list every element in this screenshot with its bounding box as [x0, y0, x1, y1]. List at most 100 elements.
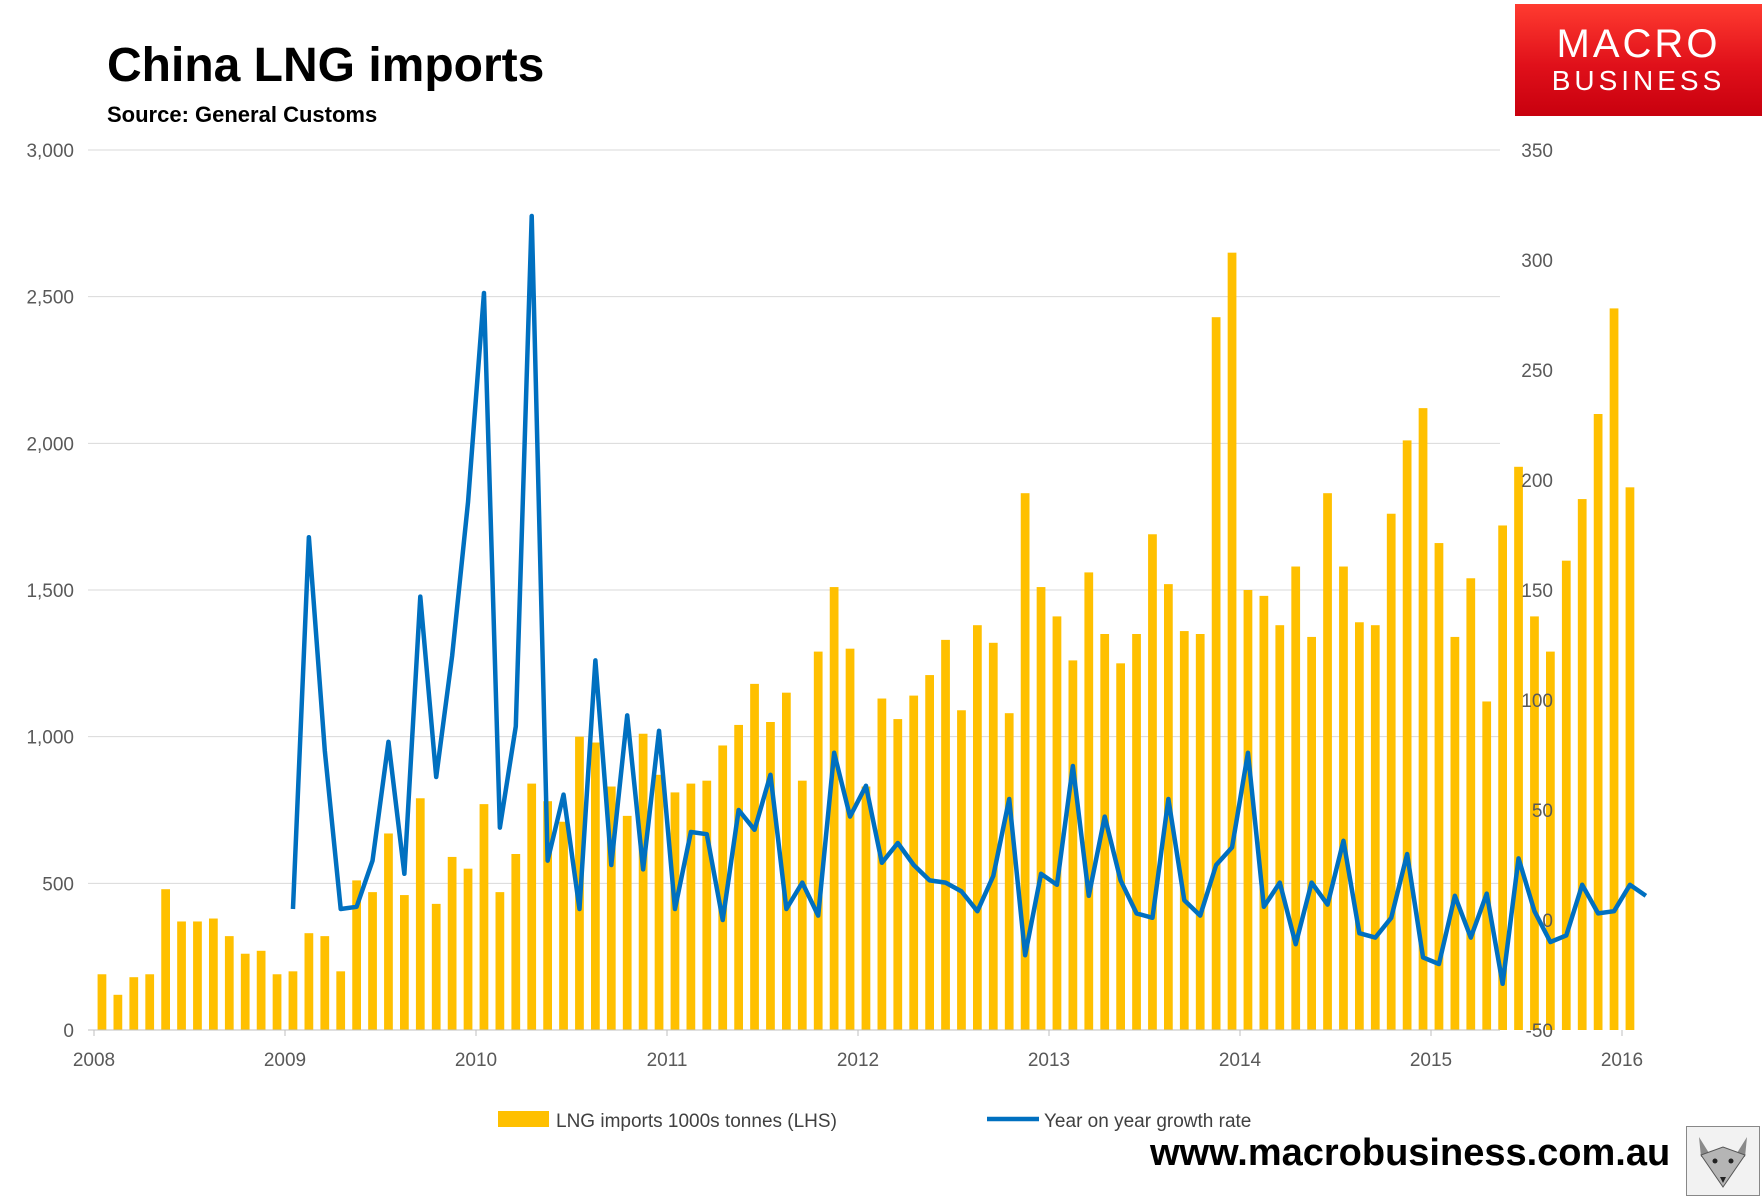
y-right-tick-label: 200	[1521, 471, 1553, 492]
y-right-tick-label: 0	[1542, 911, 1553, 932]
bar	[1355, 622, 1364, 1030]
bar	[1052, 616, 1062, 1030]
bar	[431, 903, 441, 1030]
y-right-tick-label: -50	[1526, 1021, 1553, 1042]
y-left-tick-label: 3,000	[26, 141, 74, 162]
bar	[1450, 636, 1460, 1030]
bar	[145, 974, 155, 1030]
bar	[893, 719, 903, 1030]
bar	[1546, 651, 1555, 1030]
bar	[1339, 566, 1348, 1030]
legend-label-bars: LNG imports 1000s tonnes (LHS)	[556, 1111, 837, 1132]
bar	[782, 692, 791, 1030]
bar	[1084, 572, 1094, 1030]
bar	[352, 880, 361, 1030]
axes: 0 500 1,000 1,500 2,000 2,500 3,000 -50 0 50 100 15…	[26, 141, 1643, 1071]
bar	[1227, 252, 1237, 1031]
x-tick-label: 2010	[455, 1050, 497, 1071]
bar	[113, 994, 123, 1030]
growth-line	[290, 213, 1648, 987]
bar	[304, 933, 314, 1030]
bar	[1609, 308, 1619, 1030]
bar	[368, 892, 377, 1030]
bar	[925, 675, 934, 1030]
bar	[1434, 543, 1444, 1030]
x-tick-label: 2012	[837, 1050, 879, 1071]
bar	[177, 921, 186, 1030]
line-series	[290, 213, 1648, 987]
y-left-tick-label: 2,500	[26, 288, 74, 309]
bar	[1195, 634, 1205, 1030]
bar	[1323, 493, 1332, 1030]
bar	[1211, 317, 1221, 1030]
bar-series	[97, 252, 1635, 1031]
bar	[1004, 713, 1014, 1030]
website-url[interactable]: www.macrobusiness.com.au	[1150, 1132, 1671, 1174]
bar	[1514, 466, 1523, 1030]
x-tick-label: 2009	[264, 1050, 306, 1071]
bar	[256, 950, 266, 1030]
bar	[591, 742, 600, 1030]
macrobusiness-logo[interactable]: MACRO BUSINESS	[1515, 4, 1762, 116]
bar	[336, 971, 346, 1030]
bar	[320, 936, 330, 1030]
bar	[957, 710, 966, 1030]
y-right-tick-label: 150	[1521, 581, 1553, 602]
legend-swatch-bars	[498, 1111, 549, 1127]
bar	[1291, 566, 1301, 1030]
bar	[1482, 701, 1492, 1030]
bar	[479, 804, 489, 1030]
chart-subtitle: Source: General Customs	[107, 102, 378, 127]
bar	[543, 801, 552, 1030]
bar	[272, 974, 282, 1030]
bar	[845, 648, 855, 1030]
y-right-tick-label: 100	[1521, 691, 1553, 712]
bar	[400, 895, 409, 1030]
x-tick-label: 2016	[1601, 1050, 1643, 1071]
x-tick-label: 2008	[73, 1050, 115, 1071]
bar	[1577, 499, 1587, 1030]
bar	[447, 856, 457, 1030]
bar	[973, 625, 982, 1030]
bar	[527, 783, 537, 1030]
bar	[1466, 578, 1476, 1030]
bar	[622, 815, 632, 1030]
bar	[1179, 631, 1189, 1030]
bar	[161, 889, 170, 1030]
bar	[1498, 525, 1507, 1030]
bar	[638, 733, 648, 1030]
bar	[1020, 493, 1030, 1030]
x-tick-label: 2014	[1219, 1050, 1262, 1071]
bar	[463, 868, 473, 1030]
bar	[1307, 636, 1316, 1030]
bar	[495, 892, 505, 1030]
bar	[415, 798, 425, 1030]
x-tick-label: 2013	[1028, 1050, 1070, 1071]
bar	[1243, 590, 1253, 1030]
bar	[1418, 408, 1428, 1030]
fox-icon	[1686, 1126, 1760, 1196]
bar	[861, 786, 871, 1030]
bar	[829, 587, 839, 1030]
logo-line-2: BUSINESS	[1551, 65, 1726, 96]
chart-title: China LNG imports	[107, 39, 545, 92]
bar	[1036, 587, 1046, 1030]
y-left-tick-label: 1,000	[26, 728, 74, 749]
bar	[1561, 560, 1571, 1030]
y-right-tick-label: 350	[1521, 141, 1553, 162]
y-right-tick-label: 300	[1521, 251, 1553, 272]
bar	[766, 722, 775, 1030]
bar	[1275, 625, 1285, 1030]
bar	[702, 780, 712, 1030]
bar	[1370, 625, 1380, 1030]
bar	[129, 977, 139, 1030]
legend-label-line: Year on year growth rate	[1044, 1111, 1251, 1132]
x-tick-label: 2011	[647, 1050, 688, 1071]
legend: LNG imports 1000s tonnes (LHS) Year on ye…	[498, 1111, 1251, 1132]
bar	[1386, 513, 1396, 1030]
bar	[1402, 440, 1412, 1030]
bar	[941, 639, 950, 1030]
bar	[797, 780, 807, 1030]
